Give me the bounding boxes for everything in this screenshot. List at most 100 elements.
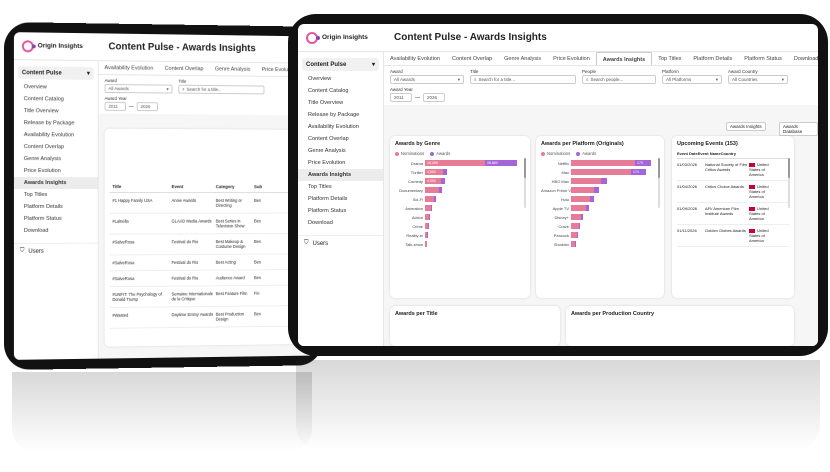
year-from-input[interactable]: 2011 (104, 101, 127, 111)
sidebar-item-users[interactable]: ⛉ Users (298, 235, 383, 251)
nominations-bar[interactable] (425, 223, 429, 229)
sidebar-item-price-evolution[interactable]: Price Evolution (23, 168, 61, 175)
nominations-bar[interactable] (571, 232, 578, 238)
table-row[interactable]: #Lalnella GLAAD Media Awards Best Series i… (109, 213, 314, 235)
nominations-bar[interactable]: 173 (571, 160, 651, 166)
sidebar-item-release-by-package[interactable]: Release by Package (308, 112, 360, 118)
nominations-bar[interactable] (425, 232, 428, 238)
country-select[interactable]: All Countries ▾ (728, 75, 788, 84)
platform-select[interactable]: All Platforms ▾ (662, 75, 722, 84)
nominations-bar[interactable]: 4,800 (425, 169, 447, 175)
sidebar-item-awards-insights[interactable]: Awards Insights (13, 177, 98, 190)
sidebar-item-genre-analysis[interactable]: Genre Analysis (23, 156, 62, 163)
award-select[interactable]: All Awards ▾ (104, 83, 173, 94)
tab-availability-evolution[interactable]: Availability Evolution (390, 56, 441, 62)
awards-segment (581, 214, 583, 220)
sidebar-item-users[interactable]: ⛉ Users (13, 242, 98, 259)
nominations-bar[interactable] (571, 205, 589, 211)
table-row[interactable]: #SalveRosa Festival do Rio Best Makeup & C… (109, 233, 314, 256)
tab-top-titles[interactable]: Top Titles (658, 56, 682, 62)
table-row[interactable]: #SalveRosa Festival do Rio Best Acting Bes (109, 254, 314, 272)
table-row[interactable]: #1 Happy Family USA Annie Awards Best Writ… (109, 193, 314, 214)
nominations-bar[interactable] (571, 196, 594, 202)
sidebar-item-availability-evolution[interactable]: Availability Evolution (23, 132, 75, 139)
tab-download[interactable]: Download (793, 56, 818, 62)
sidebar-item-platform-status[interactable]: Platform Status (308, 208, 347, 214)
nominations-bar[interactable]: 16,268 08,883 (425, 160, 517, 166)
table-row[interactable]: #UNFIT: The Psychology of Donald Trump Se… (109, 285, 314, 308)
sidebar-item-overview[interactable]: Overview (308, 76, 332, 82)
sidebar-item-content-catalog[interactable]: Content Catalog (308, 88, 349, 94)
nominations-bar[interactable] (425, 205, 432, 211)
table-row[interactable]: #Wasted Daytime Emmy Awards Best Productio… (109, 305, 314, 329)
nominations-bar[interactable] (425, 214, 430, 220)
year-from-input[interactable]: 2011 (390, 93, 412, 102)
cell-title: #UNFIT: The Psychology of Donald Trump (112, 291, 162, 302)
sidebar-item-top-titles[interactable]: Top Titles (308, 184, 332, 190)
tab-genre-analysis[interactable]: Genre Analysis (504, 56, 542, 62)
view-awards-insights-button[interactable]: Awards Insights (726, 122, 766, 131)
sidebar-item-content-overlap[interactable]: Content Overlap (23, 144, 65, 151)
nominations-bar[interactable] (571, 214, 583, 220)
view-awards-database-button[interactable]: Awards Database (779, 122, 818, 136)
event-row[interactable]: 01/03/2026 National Society of Film Criti… (677, 159, 789, 181)
brand[interactable]: Origin Insights (14, 39, 99, 53)
events-column-header: Event Name (697, 151, 721, 156)
sidebar-item-download[interactable]: Download (23, 227, 49, 234)
tab-content-overlap[interactable]: Content Overlap (164, 65, 204, 73)
sidebar-item-platform-details[interactable]: Platform Details (23, 203, 63, 210)
tab-price-evolution[interactable]: Price Evolution (553, 56, 590, 62)
sidebar-item-price-evolution[interactable]: Price Evolution (308, 160, 346, 166)
sidebar-item-title-overview[interactable]: Title Overview (23, 108, 59, 115)
sidebar-item-content-overlap[interactable]: Content Overlap (308, 136, 349, 142)
tab-awards-insights[interactable]: Awards Insights (595, 52, 653, 65)
sidebar-item-release-by-package[interactable]: Release by Package (23, 120, 75, 127)
sidebar-item-download[interactable]: Download (308, 220, 333, 226)
sidebar-group-content-pulse[interactable]: Content Pulse ▾ (302, 58, 379, 71)
tab-genre-analysis[interactable]: Genre Analysis (214, 66, 251, 73)
event-row[interactable]: 01/11/2026 Golden Globes Awards United Sta… (677, 225, 789, 247)
tab-content-overlap[interactable]: Content Overlap (452, 56, 493, 62)
year-from-value: 2011 (394, 95, 404, 100)
award-select[interactable]: All Awards ▾ (390, 75, 464, 84)
cell-sub: Bes (253, 197, 261, 203)
tab-platform-details[interactable]: Platform Details (693, 56, 733, 62)
shield-icon: ⛉ (304, 240, 309, 246)
sidebar-item-awards-insights[interactable]: Awards Insights (298, 169, 383, 181)
brand[interactable]: Origin Insights (298, 31, 384, 44)
nominations-bar[interactable] (425, 241, 427, 247)
nominations-bar[interactable] (425, 196, 436, 202)
scrollbar[interactable] (524, 158, 526, 208)
nominations-bar[interactable] (571, 223, 580, 229)
scrollbar[interactable] (658, 158, 660, 208)
nominations-bar[interactable]: 4,500 (425, 178, 445, 184)
table-header: Title Event Category Sub (109, 181, 314, 194)
sidebar-item-title-overview[interactable]: Title Overview (308, 100, 344, 106)
sidebar-item-overview[interactable]: Overview (23, 84, 47, 91)
nominations-bar[interactable]: 174 (571, 169, 646, 175)
nominations-bar[interactable] (571, 241, 576, 247)
sidebar-item-availability-evolution[interactable]: Availability Evolution (308, 124, 359, 130)
title-search-input[interactable]: ⌕ Search for a title... (178, 84, 265, 95)
table-row[interactable]: #SalveRosa Festival do Rio Audience Award B… (109, 269, 314, 288)
event-row[interactable]: 01/04/2026 Critics Choice Awards United St… (677, 181, 789, 203)
nominations-bar[interactable] (571, 178, 607, 184)
filter-bar: Award All Awards ▾ Title ⌕ Search for a ti… (384, 66, 818, 105)
bar-label: Action (411, 214, 423, 220)
people-search-input[interactable]: ⌕ Search people... (582, 75, 656, 84)
year-to-input[interactable]: 2026 (423, 93, 445, 102)
nominations-bar[interactable] (571, 187, 599, 193)
tab-availability-evolution[interactable]: Availability Evolution (104, 65, 154, 72)
sidebar-item-top-titles[interactable]: Top Titles (23, 192, 48, 198)
year-to-input[interactable]: 2026 (136, 102, 159, 112)
sidebar-item-platform-status[interactable]: Platform Status (23, 215, 62, 222)
nominations-bar[interactable] (425, 187, 442, 193)
title-search-input[interactable]: ⌕ Search for a title... (470, 75, 576, 84)
sidebar-item-platform-details[interactable]: Platform Details (308, 196, 348, 202)
sidebar-item-genre-analysis[interactable]: Genre Analysis (308, 148, 346, 154)
sidebar-group-content-pulse[interactable]: Content Pulse ▾ (17, 66, 94, 80)
sidebar-item-content-catalog[interactable]: Content Catalog (23, 96, 64, 103)
tab-platform-status[interactable]: Platform Status (744, 56, 782, 62)
event-row[interactable]: 01/09/2026 AFI/ American Film Institute A… (677, 203, 789, 225)
scrollbar[interactable] (788, 158, 790, 208)
